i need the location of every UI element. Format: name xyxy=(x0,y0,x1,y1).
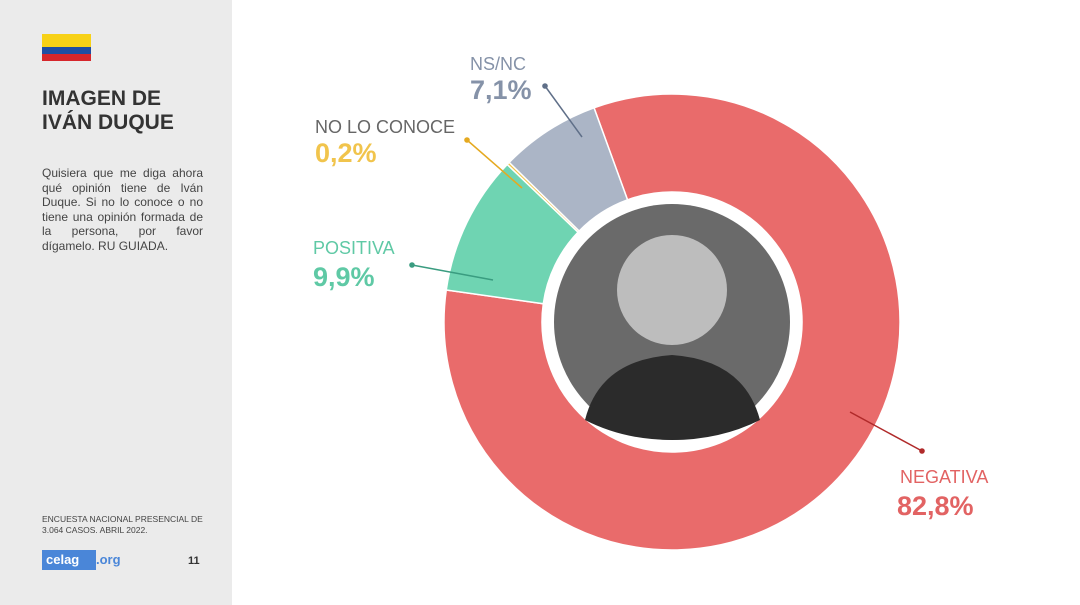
leader-line xyxy=(544,85,583,138)
value-label: 9,9% xyxy=(313,262,375,292)
source: ENCUESTA NACIONAL PRESENCIAL DE 3.064 CA… xyxy=(42,514,203,535)
flag xyxy=(42,34,91,61)
photo-suit xyxy=(585,355,760,440)
value-label: 82,8% xyxy=(897,491,974,521)
donut-segment xyxy=(443,93,901,551)
page-number: 11 xyxy=(188,555,200,567)
photo-face xyxy=(617,235,727,345)
question: Quisiera que me diga ahora qué opinión t… xyxy=(42,166,203,253)
leader-dot xyxy=(409,262,415,268)
category-label: POSITIVA xyxy=(313,238,395,258)
logo-text: celag xyxy=(42,550,96,570)
leader-dot xyxy=(542,83,548,89)
category-label: NO LO CONOCE xyxy=(315,117,455,137)
title: IMAGEN DE IVÁN DUQUE xyxy=(42,87,174,134)
leader-line xyxy=(411,264,494,281)
leader-line xyxy=(849,411,923,452)
value-label: 7,1% xyxy=(470,75,532,105)
donut-segment xyxy=(508,106,629,233)
leader-line xyxy=(466,139,523,189)
category-label: NEGATIVA xyxy=(900,467,988,487)
leader-dot xyxy=(919,448,925,454)
category-label: NS/NC xyxy=(470,54,526,74)
logo: celag .org xyxy=(42,550,121,570)
leader-dot xyxy=(464,137,470,143)
value-label: 0,2% xyxy=(315,138,377,168)
sidebar: IMAGEN DE IVÁN DUQUE Quisiera que me dig… xyxy=(0,0,232,605)
logo-suffix: .org xyxy=(96,552,121,567)
